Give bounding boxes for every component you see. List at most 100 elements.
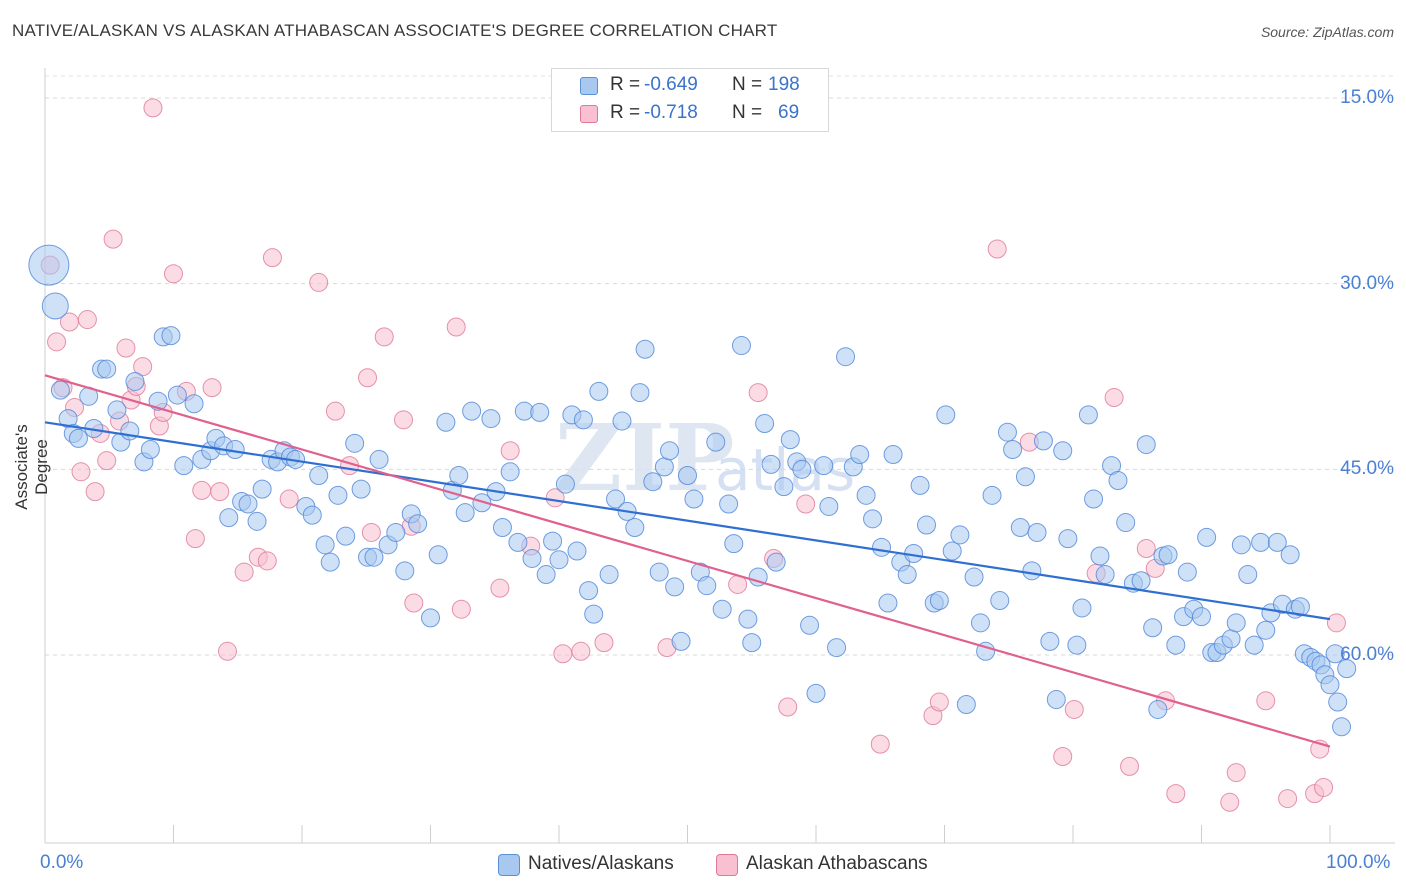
axes <box>44 68 1395 844</box>
data-point <box>964 567 984 587</box>
data-point <box>942 541 962 561</box>
data-point <box>522 548 542 568</box>
data-point <box>589 381 609 401</box>
data-point <box>987 239 1007 259</box>
data-point <box>800 615 820 635</box>
trend-lines <box>44 374 1331 748</box>
data-point <box>481 409 501 429</box>
data-point <box>606 489 626 509</box>
data-point <box>351 479 371 499</box>
data-point <box>1221 629 1241 649</box>
data-point <box>1084 489 1104 509</box>
legend-row-athabascans: R = -0.718 N = 69 <box>552 99 828 129</box>
data-point <box>1226 763 1246 783</box>
data-point <box>492 518 512 538</box>
data-point <box>462 401 482 421</box>
data-point <box>738 609 758 629</box>
data-point <box>97 359 117 379</box>
stats-legend: R = -0.649 N = 198 R = -0.718 N = 69 <box>551 68 829 132</box>
data-point <box>1280 545 1300 565</box>
data-point <box>234 562 254 582</box>
data-point <box>719 494 739 514</box>
data-point <box>774 477 794 497</box>
data-point <box>706 432 726 452</box>
y-tick-label: 15.0% <box>1340 87 1394 108</box>
data-point <box>530 402 550 422</box>
data-point <box>1027 522 1047 542</box>
data-point <box>408 514 428 534</box>
data-point <box>217 641 237 661</box>
data-point <box>252 479 272 499</box>
data-point <box>1046 690 1066 710</box>
data-point <box>990 591 1010 611</box>
data-point <box>1197 527 1217 547</box>
data-point <box>68 428 88 448</box>
data-point <box>660 441 680 461</box>
data-point <box>863 509 883 529</box>
data-point <box>428 545 448 565</box>
data-point <box>599 565 619 585</box>
data-point <box>850 444 870 464</box>
data-point <box>1251 532 1271 552</box>
source-label: Source: ZipAtlas.com <box>1260 24 1394 40</box>
data-point <box>1244 635 1264 655</box>
data-point <box>543 531 563 551</box>
data-point <box>671 631 691 651</box>
data-point <box>309 466 329 486</box>
data-point <box>140 440 160 460</box>
data-point <box>185 529 205 549</box>
data-point <box>47 332 67 352</box>
data-point <box>107 400 127 420</box>
data-point <box>1158 545 1178 565</box>
data-point <box>1095 565 1115 585</box>
data-point <box>309 272 329 292</box>
legend-r-label: R = <box>610 102 641 123</box>
trend-line <box>44 374 1331 748</box>
data-point <box>1136 539 1156 559</box>
data-point <box>238 494 258 514</box>
data-point <box>684 489 704 509</box>
data-point <box>536 565 556 585</box>
data-point <box>202 378 222 398</box>
bottom-legend-label: Natives/Alaskans <box>528 853 674 874</box>
data-point <box>1067 635 1087 655</box>
data-point <box>856 485 876 505</box>
data-point <box>1058 529 1078 549</box>
data-point <box>345 433 365 453</box>
data-point <box>1328 692 1348 712</box>
data-point <box>1320 675 1340 695</box>
data-point <box>1131 571 1151 591</box>
data-point <box>28 244 70 286</box>
data-point <box>421 608 440 628</box>
data-point <box>878 593 898 613</box>
data-point <box>819 496 839 516</box>
data-point <box>451 599 471 619</box>
data-point <box>71 462 91 482</box>
data-point <box>50 380 70 400</box>
data-point <box>929 591 949 611</box>
data-point <box>446 317 466 337</box>
data-point <box>1143 618 1163 638</box>
data-point <box>571 641 591 661</box>
data-point <box>103 229 123 249</box>
data-point <box>1053 746 1073 766</box>
x-min-label: 0.0% <box>40 852 84 873</box>
data-point <box>219 508 239 528</box>
data-point <box>500 462 520 482</box>
data-point <box>910 475 930 495</box>
data-point <box>302 505 322 525</box>
data-point <box>161 326 181 346</box>
y-tick-label: 60.0% <box>1340 644 1394 665</box>
data-point <box>1267 532 1287 552</box>
legend-n-label: N = <box>732 74 763 95</box>
data-point <box>778 697 798 717</box>
data-point <box>1278 789 1298 809</box>
data-point <box>315 535 335 555</box>
data-point <box>796 494 816 514</box>
data-point <box>1325 644 1345 664</box>
data-point <box>950 525 970 545</box>
data-point <box>1166 635 1186 655</box>
series-alaskan-athabascans <box>40 98 1346 812</box>
data-point <box>870 734 890 754</box>
